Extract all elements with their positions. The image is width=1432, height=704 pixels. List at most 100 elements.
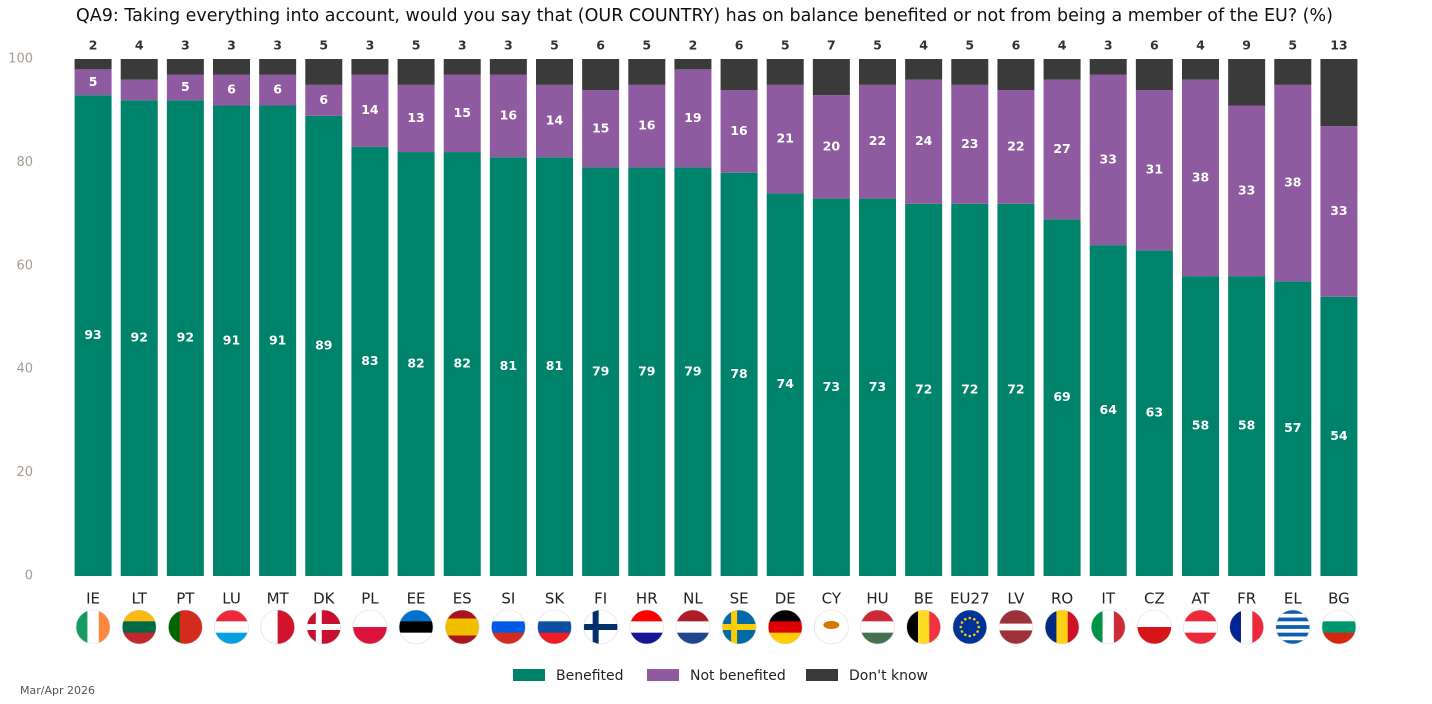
bar-segment — [1182, 79, 1219, 277]
flag-stripe — [98, 610, 111, 644]
value-label: 6 — [227, 82, 236, 97]
flag-outline — [491, 609, 526, 645]
bar-segment — [213, 105, 250, 576]
value-label: 72 — [961, 381, 978, 396]
bar-segment — [1228, 59, 1266, 106]
value-label: 24 — [915, 133, 933, 148]
flag-stripe — [917, 610, 930, 644]
legend-swatch — [806, 669, 838, 681]
flag-cross — [722, 624, 757, 630]
flag-outline — [767, 609, 803, 645]
flag-outline — [168, 609, 203, 645]
flag-star — [968, 616, 972, 620]
bar-segment — [1089, 245, 1127, 576]
flag-stripe — [122, 621, 157, 634]
flag — [352, 610, 387, 644]
value-label: 92 — [177, 330, 194, 345]
flag-outline — [1044, 609, 1080, 645]
value-label: 93 — [84, 327, 101, 342]
flag-outline — [998, 609, 1034, 645]
flag-stripe — [860, 610, 895, 622]
flag-stripe — [445, 635, 480, 644]
flag — [675, 610, 710, 644]
flag-stripe — [1056, 610, 1069, 644]
bar-segment — [1228, 105, 1266, 277]
x-tick-label: CZ — [1144, 590, 1165, 608]
x-tick-label: BG — [1328, 590, 1350, 608]
flag-stripe — [1113, 610, 1126, 644]
bar-segment — [536, 157, 573, 577]
flag-stripe — [1275, 640, 1310, 644]
value-label: 14 — [361, 102, 379, 117]
bar-segment — [536, 84, 573, 158]
flag-stripe — [214, 621, 249, 634]
flag-stripe — [537, 621, 572, 634]
flag-cross — [583, 624, 618, 630]
flag-stripe — [1275, 610, 1310, 615]
value-label: 63 — [1146, 405, 1163, 420]
bar-segment — [997, 203, 1035, 576]
bar-segment — [397, 84, 435, 153]
flag — [860, 610, 895, 644]
x-tick-label: AT — [1191, 590, 1210, 608]
value-label: 21 — [777, 131, 794, 146]
x-tick-label: IE — [86, 590, 100, 608]
value-label: 91 — [269, 332, 286, 347]
x-tick-label: LU — [222, 590, 241, 608]
value-label: 4 — [135, 38, 144, 53]
bar-segment — [812, 198, 850, 576]
flag-emblem — [823, 621, 840, 629]
y-tick-label: 100 — [8, 52, 33, 67]
flag — [1183, 610, 1218, 644]
bar-segment — [1135, 250, 1173, 577]
y-tick-label: 60 — [16, 258, 33, 273]
flag-star — [959, 625, 963, 629]
value-label: 74 — [777, 376, 795, 391]
value-label: 72 — [1007, 381, 1024, 396]
x-tick-label: PT — [176, 590, 195, 608]
bar-segment — [951, 59, 989, 85]
value-label: 54 — [1330, 428, 1348, 443]
value-label: 5 — [89, 74, 98, 89]
value-label: 38 — [1192, 169, 1209, 184]
flag-stripe — [277, 610, 295, 644]
bar-segment — [812, 59, 850, 96]
flag-stripe — [352, 627, 387, 644]
value-label: 81 — [500, 358, 517, 373]
flag — [260, 610, 295, 644]
flag-stripe — [1183, 621, 1218, 634]
value-label: 58 — [1238, 418, 1255, 433]
legend-label: Not benefited — [690, 668, 786, 684]
flag — [583, 610, 618, 644]
value-label: 6 — [735, 38, 744, 53]
flag-stripe — [1252, 610, 1264, 644]
x-tick-label: EU27 — [950, 590, 990, 608]
bar-segment — [859, 84, 896, 199]
bar-segment — [1320, 296, 1358, 576]
x-tick-label: HR — [636, 590, 658, 608]
value-label: 3 — [504, 38, 513, 53]
bar-segment — [259, 105, 297, 576]
value-label: 16 — [500, 107, 518, 122]
flag-stripe — [76, 610, 88, 644]
bar-segment — [674, 167, 712, 576]
flag-stripe — [1045, 610, 1057, 644]
flag-star — [963, 617, 967, 621]
value-label: 79 — [592, 363, 609, 378]
flag-stripe — [860, 621, 895, 634]
x-tick-label: SK — [545, 590, 566, 608]
flag — [445, 610, 480, 644]
value-label: 4 — [1196, 38, 1205, 53]
flag — [537, 610, 572, 644]
bar-segment — [120, 79, 158, 101]
flag-star — [976, 630, 979, 633]
x-tick-label: EL — [1284, 590, 1302, 608]
bar-segment — [1043, 59, 1081, 80]
value-label: 5 — [181, 79, 190, 94]
flag-stripe — [260, 610, 279, 644]
value-label: 16 — [730, 123, 748, 138]
x-tick-label: DE — [775, 590, 796, 608]
value-label: 33 — [1238, 182, 1255, 197]
y-tick-label: 40 — [16, 362, 33, 377]
bar-segment — [305, 115, 343, 577]
